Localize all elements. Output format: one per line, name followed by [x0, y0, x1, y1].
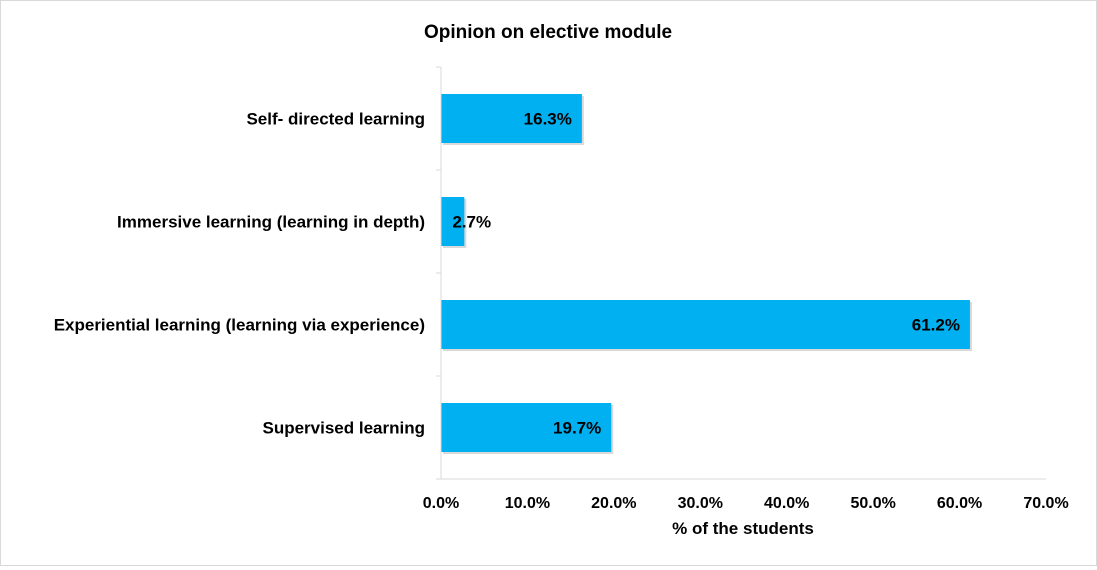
data-label: 19.7%: [553, 419, 601, 438]
data-label: 61.2%: [912, 316, 960, 335]
bar: [441, 403, 612, 452]
x-tick-label: 50.0%: [850, 495, 895, 512]
x-tick-label: 20.0%: [591, 495, 636, 512]
chart-title: Opinion on elective module: [424, 22, 672, 43]
x-tick-label: 10.0%: [505, 495, 550, 512]
x-tick-label: 30.0%: [678, 495, 723, 512]
data-label: 16.3%: [524, 110, 572, 129]
x-tick-label: 40.0%: [764, 495, 809, 512]
category-label: Immersive learning (learning in depth): [117, 213, 425, 232]
category-label: Self- directed learning: [246, 110, 425, 129]
category-label: Supervised learning: [263, 419, 426, 438]
category-label: Experiential learning (learning via expe…: [54, 316, 425, 335]
bar: [441, 300, 970, 349]
bar: [441, 94, 582, 143]
x-tick-label: 60.0%: [937, 495, 982, 512]
x-axis-title: % of the students: [672, 519, 814, 538]
x-tick-label: 0.0%: [423, 495, 459, 512]
data-label: 2.7%: [452, 213, 491, 232]
bar: [441, 197, 465, 246]
x-tick-label: 70.0%: [1023, 495, 1068, 512]
